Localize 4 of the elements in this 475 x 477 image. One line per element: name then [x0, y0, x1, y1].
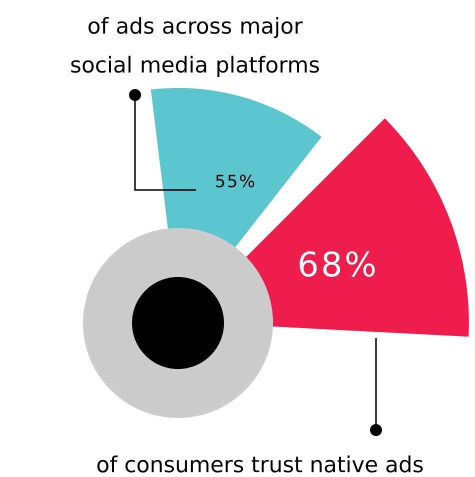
data-label: 55% [216, 174, 254, 188]
data-label: 68% [300, 251, 375, 277]
category-label: of consumers trust native ads [97, 456, 423, 472]
category-label: of ads across major social media platforms [71, 16, 319, 78]
